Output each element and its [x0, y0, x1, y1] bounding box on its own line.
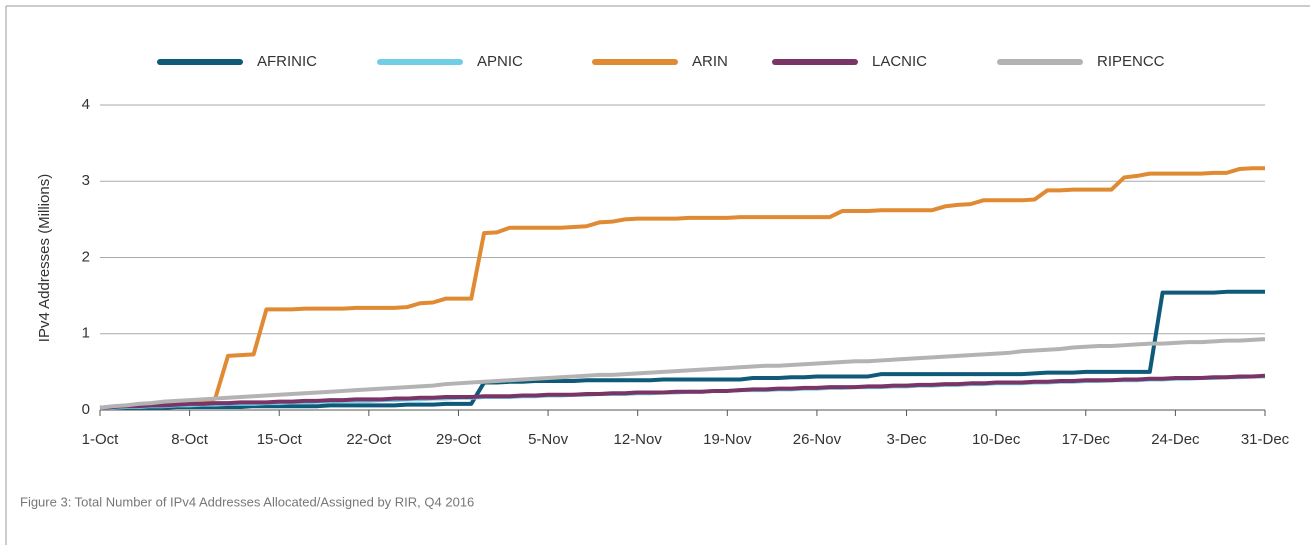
x-tick-label: 26-Nov — [793, 431, 842, 448]
legend-label: APNIC — [477, 53, 523, 70]
x-tick-label: 31-Dec — [1241, 431, 1290, 448]
series-line — [99, 166, 1265, 410]
legend-label: RIPENCC — [1097, 53, 1165, 70]
x-tick-label: 10-Dec — [972, 431, 1021, 448]
x-tick-label: 29-Oct — [436, 431, 482, 448]
x-tick-label: 8-Oct — [171, 431, 209, 448]
series-line — [100, 289, 1265, 410]
x-tick-label: 5-Nov — [528, 431, 569, 448]
y-axis-label: IPv4 Addresses (Millions) — [36, 174, 53, 342]
plot — [99, 166, 1266, 410]
legend-label: LACNIC — [872, 53, 927, 70]
x-tick-label: 17-Dec — [1062, 431, 1111, 448]
y-tick-label: 2 — [82, 248, 90, 265]
x-tick-label: 15-Oct — [257, 431, 303, 448]
legend: AFRINIC APNIC ARIN LACNIC RIPENCC — [157, 53, 1165, 70]
x-tick-label: 22-Oct — [346, 431, 392, 448]
x-tick-label: 1-Oct — [82, 431, 120, 448]
caption: Figure 3: Total Number of IPv4 Addresses… — [20, 494, 474, 509]
series-line — [99, 337, 1266, 410]
legend-label: ARIN — [692, 53, 728, 70]
y-tick-label: 1 — [82, 325, 90, 342]
x-tick-label: 3-Dec — [887, 431, 928, 448]
x-tick-label: 12-Nov — [614, 431, 663, 448]
y-tick-label: 3 — [82, 172, 90, 189]
y-tick-label: 0 — [82, 401, 90, 418]
grid: 0 1 2 3 4 1-Oct 8-Oct 15-Oct 22-Oct 29-Oct 5-Nov 12… — [82, 96, 1290, 448]
y-tick-label: 4 — [82, 96, 90, 113]
series-line — [99, 373, 1266, 410]
x-tick-label: 19-Nov — [703, 431, 752, 448]
legend-label: AFRINIC — [257, 53, 317, 70]
x-tick-label: 24-Dec — [1151, 431, 1200, 448]
